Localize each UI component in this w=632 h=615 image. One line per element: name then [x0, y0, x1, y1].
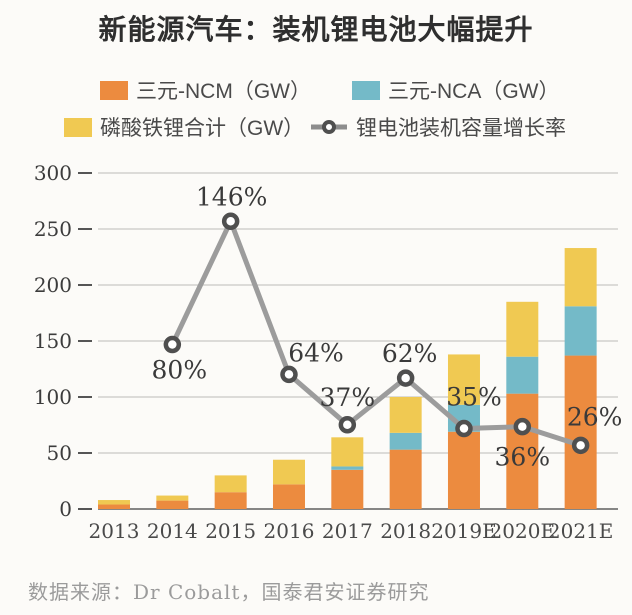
line-marker	[280, 365, 298, 384]
x-axis-label: 2020E	[490, 519, 556, 543]
y-axis-label: 250	[34, 217, 72, 241]
line-marker	[338, 416, 357, 434]
bar-segment	[389, 432, 422, 450]
y-axis-label: 0	[59, 497, 72, 521]
line-marker	[455, 419, 473, 438]
y-axis-label: 100	[34, 385, 72, 409]
x-axis-label: 2016	[264, 519, 315, 543]
growth-rate-label: 35%	[446, 383, 502, 412]
growth-rate-label: 36%	[495, 443, 551, 472]
legend-item-nca: 三元-NCA（GW）	[352, 75, 560, 105]
bar-segment	[564, 355, 597, 509]
legend-label-ncm: 三元-NCM（GW）	[136, 80, 311, 103]
bar-segment	[214, 475, 247, 493]
legend-item-lfp: 磷酸铁锂合计（GW）	[64, 112, 304, 142]
x-axis-label: 2019E	[431, 519, 497, 543]
growth-rate-label: 146%	[196, 182, 267, 211]
line-marker	[396, 369, 415, 387]
x-axis-label: 2014	[147, 519, 198, 543]
growth-rate-label: 62%	[382, 339, 438, 368]
legend-label-growth-rate: 锂电池装机容量增长率	[356, 117, 566, 140]
line-marker	[163, 335, 182, 354]
bar-segment	[331, 466, 364, 470]
chart-title: 新能源汽车：装机锂电池大幅提升	[98, 13, 534, 46]
line-marker-icon	[311, 120, 347, 134]
bar-segment	[214, 492, 247, 509]
y-axis-label: 150	[34, 329, 72, 353]
bar-segment	[564, 248, 597, 307]
bar-segment	[331, 437, 364, 467]
bar-segment	[98, 500, 130, 505]
y-axis-label: 200	[34, 273, 72, 297]
legend-label-nca: 三元-NCA（GW）	[388, 80, 560, 103]
growth-rate-line	[169, 218, 584, 448]
ncm-swatch-icon	[100, 80, 128, 100]
bar-segment	[156, 500, 189, 509]
x-axis-label: 2021E	[548, 519, 614, 543]
bar-segment	[98, 504, 130, 509]
bar-segment	[389, 397, 422, 433]
legend-label-lfp: 磷酸铁锂合计（GW）	[100, 117, 305, 140]
bar-segment	[331, 469, 364, 509]
line-marker	[221, 212, 240, 231]
bar-segment	[272, 459, 305, 485]
lfp-swatch-icon	[64, 117, 92, 137]
bar-segment	[506, 393, 539, 509]
legend-item-ncm: 三元-NCM（GW）	[100, 75, 311, 105]
legend-item-growth-rate: 锂电池装机容量增长率	[310, 112, 566, 142]
growth-rate-label: 80%	[152, 356, 208, 385]
line-marker	[571, 436, 590, 455]
line-marker	[513, 417, 532, 436]
bar-segment	[447, 431, 480, 509]
x-axis-label: 2013	[89, 519, 140, 543]
y-axis-label: 50	[47, 441, 72, 465]
bar-segment	[447, 354, 480, 405]
growth-rate-label: 64%	[288, 338, 344, 367]
bar-segment	[506, 356, 539, 394]
bar-segment	[564, 306, 597, 356]
bar-segment	[506, 301, 539, 357]
bar-segment	[389, 449, 422, 509]
y-axis-label: 300	[34, 161, 72, 185]
bar-segment	[156, 495, 189, 501]
growth-rate-label: 26%	[567, 402, 623, 431]
source-note: 数据来源：Dr Cobalt，国泰君安证券研究	[28, 580, 430, 604]
nca-swatch-icon	[352, 80, 380, 100]
x-axis-label: 2018	[380, 519, 431, 543]
bar-segment	[272, 484, 305, 509]
x-axis-label: 2017	[322, 519, 373, 543]
x-axis-label: 2015	[205, 519, 256, 543]
growth-rate-label: 37%	[320, 383, 376, 412]
